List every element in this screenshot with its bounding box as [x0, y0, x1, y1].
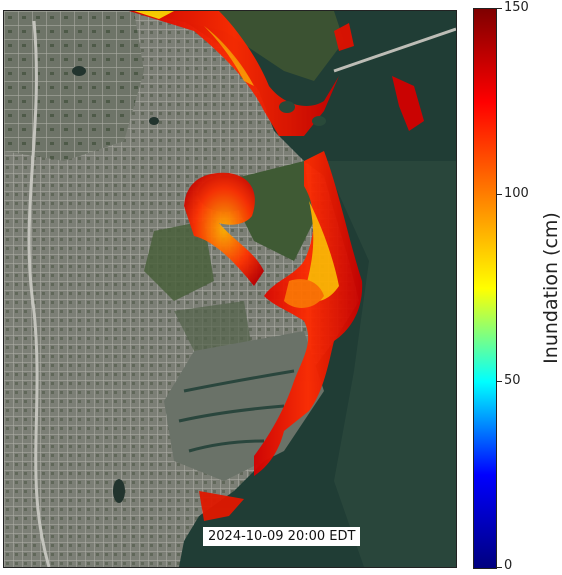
colorbar-title: Inundation (cm): [540, 212, 562, 364]
highway: [27, 20, 51, 567]
north-vegetation: [134, 11, 344, 81]
colorbar-tick: [496, 194, 502, 195]
inundation-overlay: [129, 11, 424, 521]
map-panel[interactable]: [3, 10, 457, 568]
colorbar-tick-label: 150: [504, 0, 529, 15]
park-area: [144, 221, 214, 301]
inundation-map: [4, 11, 456, 567]
colorbar-tick: [496, 567, 502, 568]
shallow-water: [324, 161, 456, 567]
north-urban: [4, 11, 144, 161]
canal-neighborhood: [164, 331, 324, 481]
timestamp-label: 2024-10-09 20:00 EDT: [203, 527, 361, 546]
colorbar-tick-label: 50: [504, 373, 521, 388]
colorbar: [473, 8, 497, 569]
colorbar-tick-label: 0: [504, 558, 513, 573]
colorbar-tick-label: 100: [504, 186, 529, 201]
colorbar-tick: [496, 381, 502, 382]
colorbar-tick: [496, 8, 502, 9]
causeway: [333, 27, 456, 73]
